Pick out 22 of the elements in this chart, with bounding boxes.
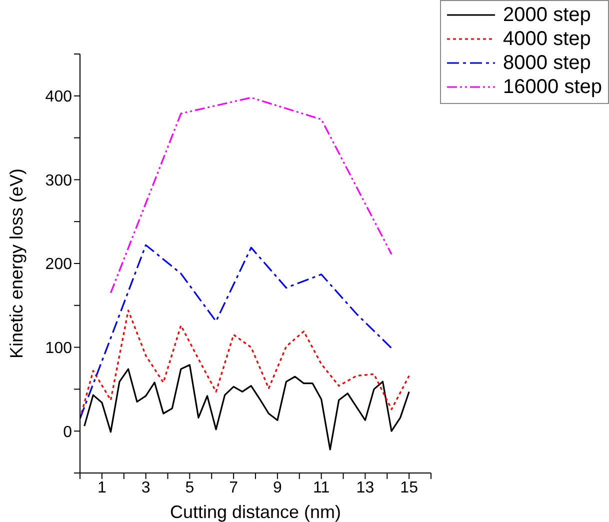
y-axis-title: Kinetic energy loss (eV) [6,168,26,359]
line-series [110,96,392,294]
x-axis-title: Cutting distance (nm) [170,502,342,522]
x-tick-label: 3 [141,479,150,496]
x-tick-label: 13 [356,479,374,496]
x-tick-label: 15 [400,479,418,496]
x-tick-label: 9 [272,479,282,496]
line-series [80,244,392,420]
y-tick-label: 300 [45,172,72,190]
x-tick-label: 5 [185,479,194,496]
legend-label: 2000 step [503,4,591,26]
y-tick-label: 400 [45,88,72,106]
y-tick-label: 100 [45,340,72,357]
x-tick-label: 1 [97,479,106,496]
line-series [84,364,410,450]
x-tick-label: 11 [313,479,330,496]
legend-label: 16000 step [503,76,602,98]
y-tick-label: 200 [45,256,72,274]
legend-label: 4000 step [503,28,591,50]
legend-label: 8000 step [503,52,591,74]
x-tick-label: 7 [229,479,238,496]
y-tick-label: 0 [63,424,72,441]
